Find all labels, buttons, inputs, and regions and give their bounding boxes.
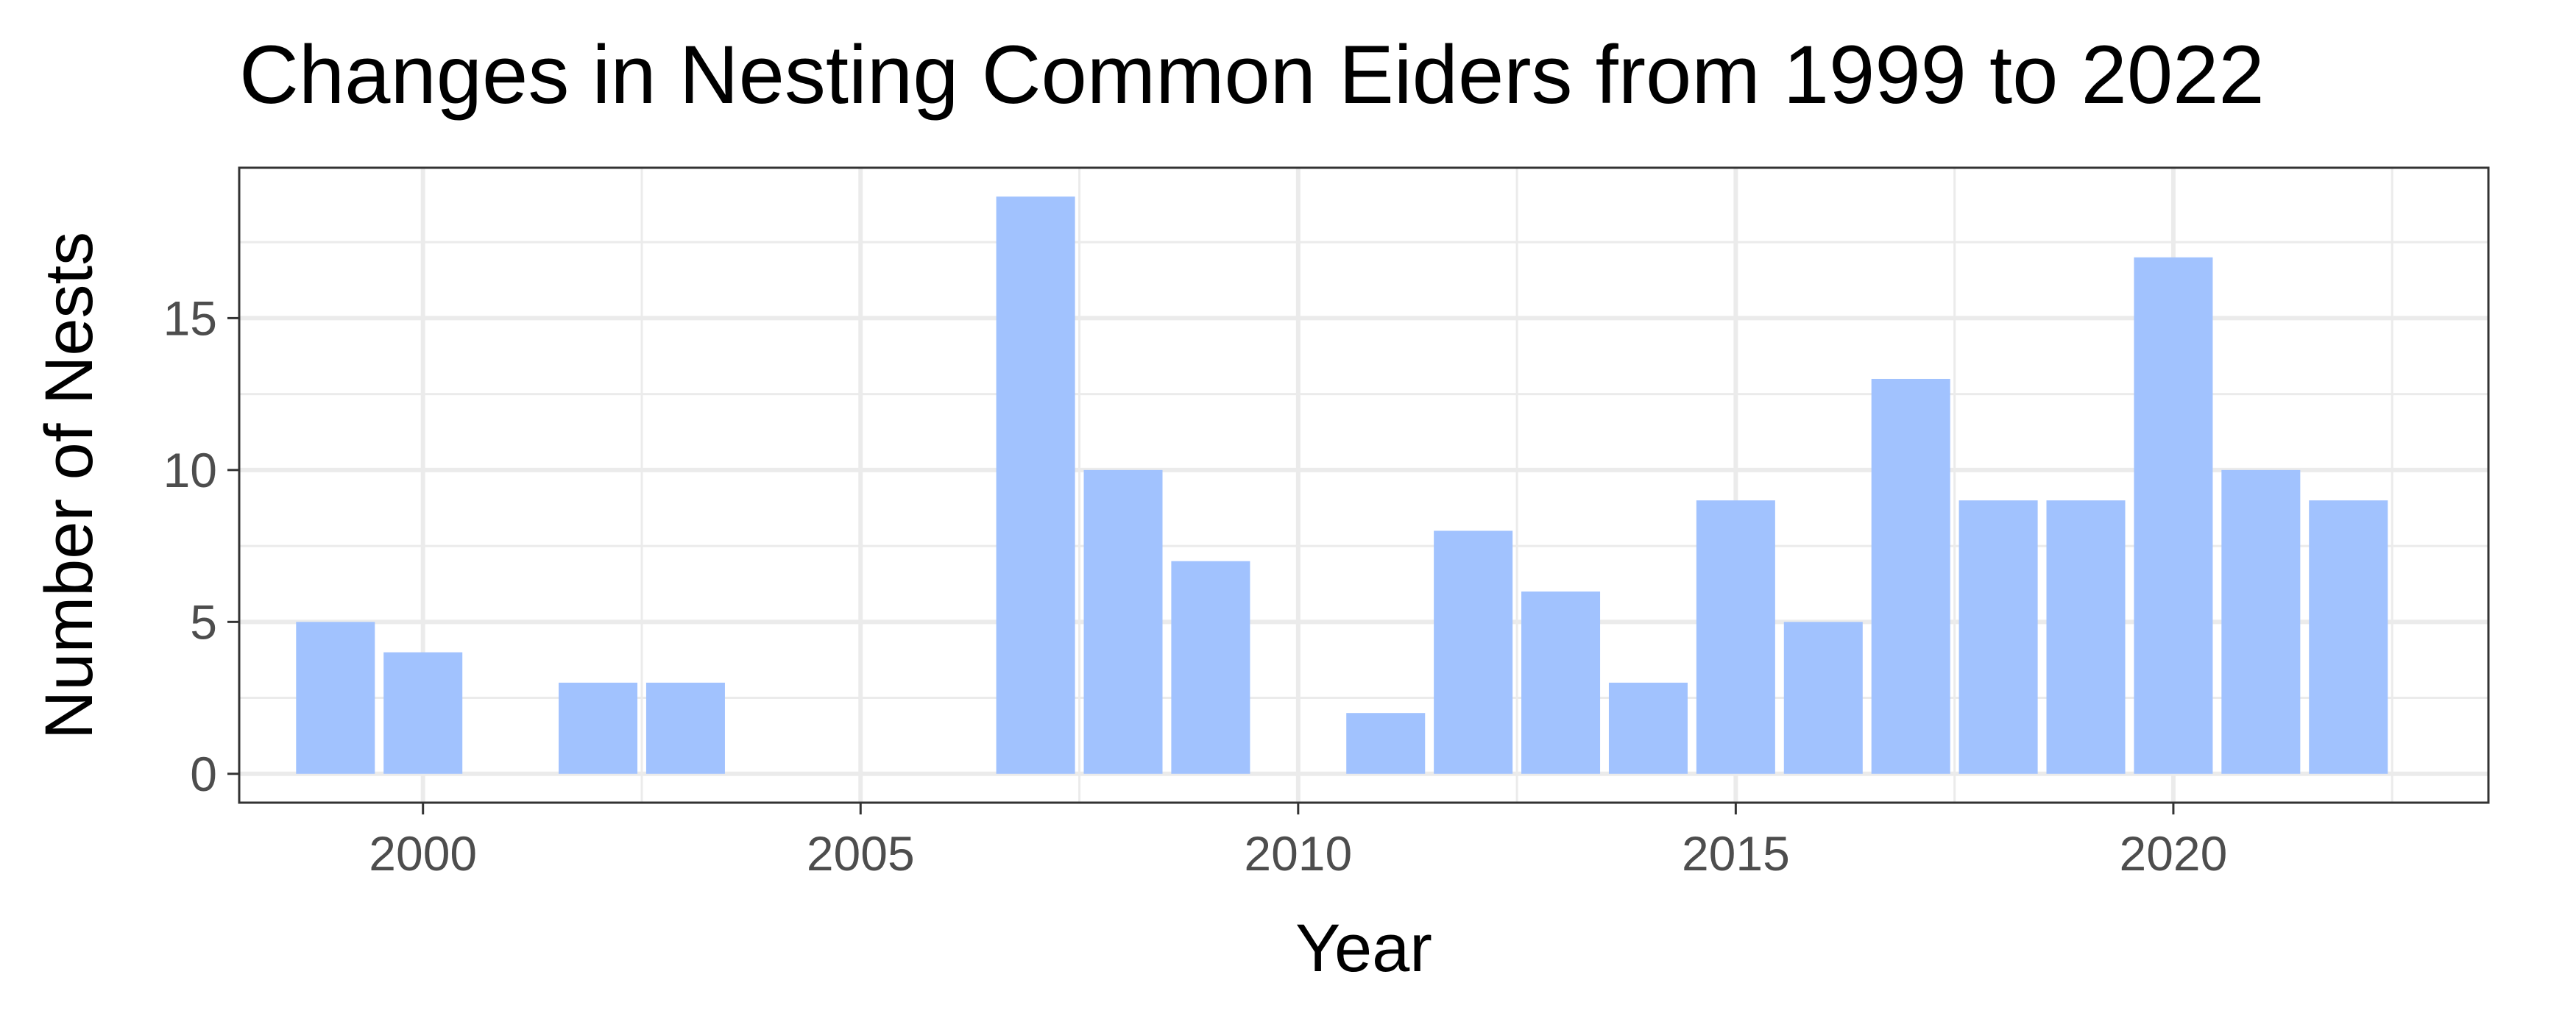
bar-2003 xyxy=(645,682,725,774)
bar-2008 xyxy=(1083,469,1163,774)
x-tick-label: 2020 xyxy=(2120,826,2228,881)
bar-2012 xyxy=(1434,530,1513,774)
bar-2007 xyxy=(996,196,1075,774)
bar-2017 xyxy=(1871,378,1950,774)
x-axis-label: Year xyxy=(1295,911,1432,986)
bar-1999 xyxy=(296,622,375,774)
bar-2022 xyxy=(2309,500,2388,774)
x-tick-label: 2005 xyxy=(807,826,915,881)
bar-2002 xyxy=(559,682,638,774)
bar-2009 xyxy=(1171,561,1250,774)
bar-2013 xyxy=(1521,592,1601,774)
x-tick-label: 2015 xyxy=(1682,826,1790,881)
axis-ticks xyxy=(227,316,2175,814)
chart-title: Changes in Nesting Common Eiders from 19… xyxy=(239,29,2265,121)
x-tick-label: 2010 xyxy=(1244,826,1352,881)
bar-2019 xyxy=(2046,500,2126,774)
bar-2021 xyxy=(2221,469,2301,774)
x-axis-tick-labels: 2000 2005 2010 2015 2020 xyxy=(369,826,2227,881)
bar-series xyxy=(296,196,2388,774)
bar-2000 xyxy=(383,652,463,774)
bar-2018 xyxy=(1958,500,2038,774)
y-axis-tick-labels: 0 5 10 15 xyxy=(163,291,217,800)
x-tick-label: 2000 xyxy=(369,826,477,881)
bar-2014 xyxy=(1608,682,1688,774)
bar-2020 xyxy=(2134,257,2213,774)
y-axis-label: Number of Nests xyxy=(32,232,107,739)
y-tick-label: 15 xyxy=(163,291,217,345)
plot-panel-border xyxy=(238,166,2490,804)
bar-2011 xyxy=(1346,713,1426,774)
y-tick-label: 5 xyxy=(190,594,217,649)
y-tick-label: 0 xyxy=(190,747,217,801)
y-tick-label: 10 xyxy=(163,443,217,497)
bar-2015 xyxy=(1696,500,1775,774)
bar-2016 xyxy=(1783,622,1863,774)
